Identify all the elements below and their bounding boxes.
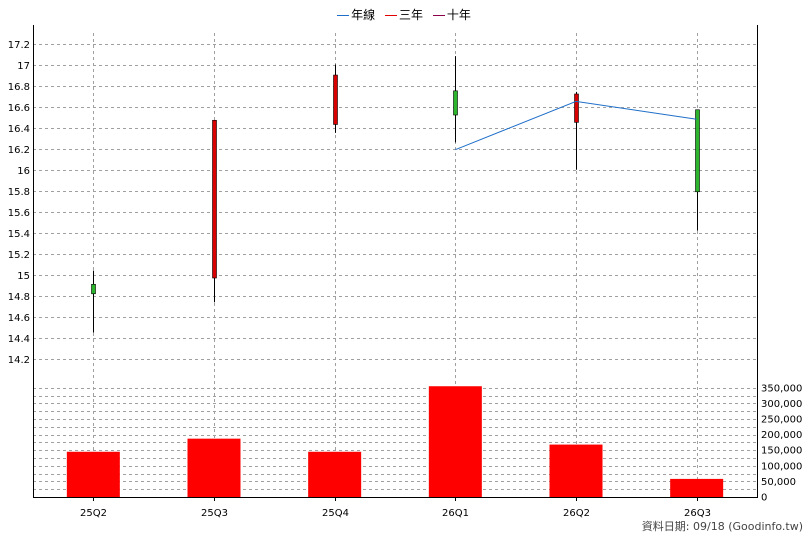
legend-item-three-year: 三年 [384, 6, 423, 23]
price-tick-label: 15 [17, 271, 30, 282]
volume-bar [308, 451, 362, 497]
volume-bar [187, 438, 241, 497]
volume-tick-label: 300,000 [761, 399, 802, 410]
data-source-note: 資料日期: 09/18 (Goodinfo.tw) [641, 520, 803, 533]
volume-tick-labels: 0 50,000 100,000 150,000 200,000 250,000 300,0… [761, 383, 802, 503]
legend-swatch-ten-year [432, 15, 445, 16]
x-tick-label: 26Q1 [442, 508, 469, 519]
legend: 年線 三年 十年 [0, 6, 808, 23]
price-tick-label: 15.6 [8, 208, 30, 219]
volume-tick-label: 100,000 [761, 461, 802, 472]
volume-bar [549, 444, 603, 497]
volume-bar [66, 451, 120, 497]
price-tick-label: 16.6 [8, 103, 30, 114]
legend-label-three-year: 三年 [398, 8, 423, 22]
price-tick-label: 14.4 [8, 334, 30, 345]
legend-swatch-three-year [384, 15, 397, 16]
volume-tick-label: 0 [761, 493, 767, 504]
legend-item-year-line: 年線 [337, 6, 375, 23]
x-tick-label: 25Q2 [80, 508, 107, 519]
volume-tick-label: 50,000 [761, 477, 796, 488]
legend-label-year-line: 年線 [351, 8, 376, 22]
candle-body [574, 93, 579, 123]
price-tick-label: 15.2 [8, 250, 30, 261]
volume-tick-label: 350,000 [761, 383, 802, 394]
x-tick-label: 25Q3 [201, 508, 228, 519]
x-tick-label: 26Q2 [563, 508, 590, 519]
year-line-series [455, 100, 697, 151]
x-tick-labels: 25Q2 25Q3 25Q4 26Q1 26Q2 26Q3 [80, 508, 711, 519]
price-tick-label: 16.8 [8, 82, 30, 93]
volume-bar [428, 386, 482, 497]
x-tick-label: 26Q3 [684, 508, 711, 519]
price-tick-label: 15.8 [8, 187, 30, 198]
price-tick-label: 17.2 [8, 40, 30, 51]
price-tick-label: 15.4 [8, 229, 30, 240]
candle-body [695, 109, 700, 193]
price-tick-label: 14.2 [8, 355, 30, 366]
legend-item-ten-year: 十年 [432, 6, 471, 23]
price-tick-label: 14.8 [8, 292, 30, 303]
candles [91, 56, 700, 333]
legend-label-ten-year: 十年 [446, 8, 471, 22]
legend-swatch-year-line [337, 15, 350, 16]
year-line [455, 100, 697, 151]
candle-body [453, 90, 458, 116]
price-tick-label: 17 [17, 61, 30, 72]
grid [33, 33, 757, 497]
price-tick-labels: 14.2 14.4 14.6 14.8 15 15.2 15.4 15.6 15.8 16 16.2… [8, 40, 30, 366]
x-tick-label: 25Q4 [322, 508, 349, 519]
volume-bars [66, 386, 724, 497]
candle-body [212, 119, 217, 279]
price-tick-label: 16 [17, 166, 30, 177]
volume-tick-label: 250,000 [761, 415, 802, 426]
price-tick-label: 16.2 [8, 145, 30, 156]
candle-body [333, 74, 338, 125]
volume-tick-label: 200,000 [761, 430, 802, 441]
axes [33, 25, 758, 501]
volume-tick-label: 150,000 [761, 446, 802, 457]
candle-body [91, 284, 96, 295]
price-tick-label: 14.6 [8, 313, 30, 324]
price-tick-label: 16.4 [8, 124, 30, 135]
volume-bar [670, 478, 724, 497]
